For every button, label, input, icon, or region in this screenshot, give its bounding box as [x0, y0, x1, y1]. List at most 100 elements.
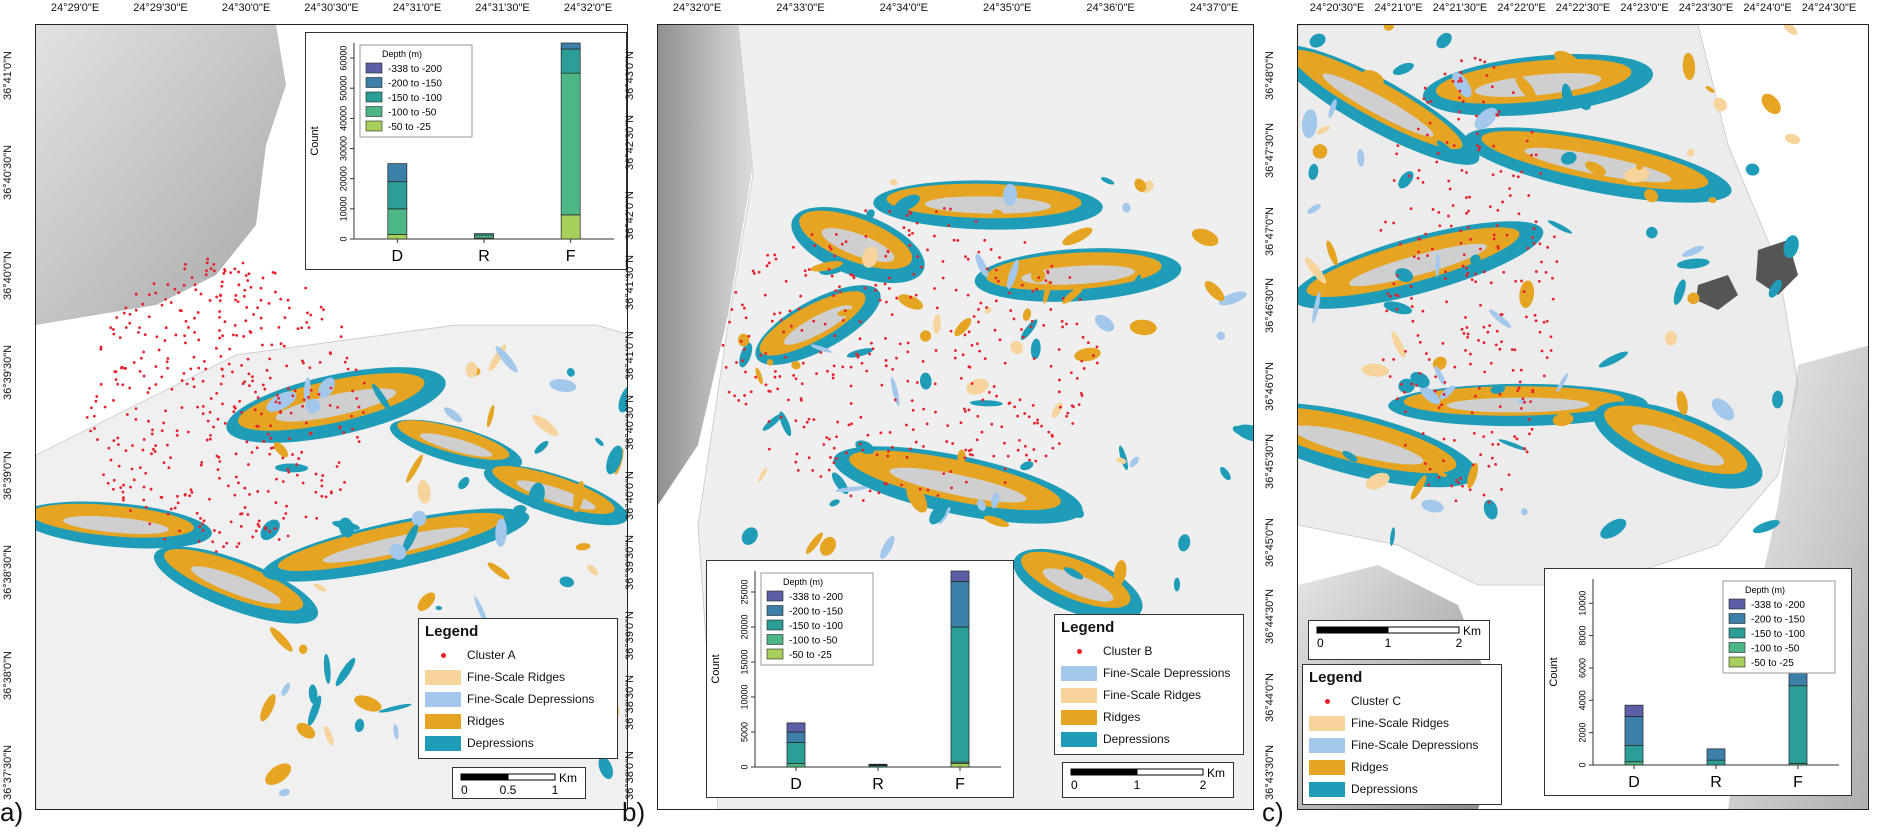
cluster-point — [954, 288, 958, 292]
cluster-point — [154, 365, 158, 368]
legend-item: Fine-Scale Ridges — [425, 666, 611, 688]
cluster-point — [261, 343, 264, 347]
cluster-point — [362, 381, 366, 385]
cluster-point — [829, 247, 833, 251]
cluster-point — [915, 221, 919, 225]
cluster-point — [93, 427, 96, 430]
cluster-point — [941, 276, 945, 280]
cluster-point — [300, 326, 303, 330]
cluster-point — [106, 481, 110, 485]
cluster-point — [841, 318, 845, 322]
x-tick-label: R — [1710, 774, 1722, 791]
cluster-point — [204, 273, 208, 277]
cluster-point — [190, 276, 194, 280]
cluster-point — [247, 463, 250, 466]
ridge-feature — [487, 562, 510, 580]
cluster-point — [282, 516, 286, 520]
ridge-feature — [791, 361, 801, 370]
cluster-point — [1461, 484, 1464, 488]
cluster-point — [350, 414, 353, 418]
cluster-point — [900, 483, 903, 487]
cluster-point — [220, 368, 224, 371]
cluster-point — [1065, 414, 1069, 418]
ridge-feature — [738, 333, 750, 347]
cluster-point — [305, 320, 309, 324]
cluster-point — [1392, 179, 1396, 182]
cluster-point — [858, 337, 862, 341]
depression-feature — [1498, 439, 1527, 451]
cluster-point — [117, 464, 121, 468]
map-legend-a: Legend Cluster A Fine-Scale Ridges Fine-Sc… — [418, 618, 618, 759]
cluster-point — [1080, 359, 1084, 363]
cluster-point — [109, 458, 113, 462]
cluster-point — [970, 382, 974, 385]
relief-core — [889, 467, 1027, 503]
cluster-point — [1521, 397, 1525, 401]
y-tick-label: 0 — [338, 236, 348, 241]
ridge-feature — [1113, 560, 1127, 586]
fine-ridge-feature — [313, 583, 327, 592]
cluster-point — [1546, 246, 1550, 249]
cluster-point — [1013, 405, 1017, 409]
depression-feature — [969, 400, 1003, 407]
cluster-point — [735, 361, 738, 364]
cluster-point — [246, 279, 250, 282]
cluster-point — [112, 332, 116, 336]
cluster-point — [1389, 294, 1392, 298]
cluster-point — [1515, 437, 1519, 441]
cluster-point — [1003, 467, 1007, 471]
scale-tick-label: 0.5 — [500, 783, 517, 797]
cluster-point — [788, 309, 792, 313]
cluster-point — [1020, 328, 1023, 331]
cluster-point — [1395, 308, 1399, 311]
cluster-point — [234, 452, 238, 456]
cluster-point — [894, 398, 897, 402]
cluster-point — [1513, 348, 1517, 352]
cluster-point — [1057, 348, 1061, 351]
cluster-point — [138, 466, 142, 470]
ridge-feature — [273, 442, 289, 458]
cluster-point — [244, 274, 248, 277]
cluster-point — [1407, 174, 1411, 178]
cluster-point — [810, 233, 814, 236]
cluster-point — [237, 542, 241, 545]
cluster-point — [320, 494, 324, 498]
cluster-point — [304, 286, 308, 290]
cluster-point — [1465, 274, 1469, 278]
ridge-feature — [1676, 390, 1688, 416]
cluster-point — [1385, 309, 1389, 313]
cluster-point — [1044, 279, 1048, 282]
cluster-point — [185, 382, 189, 386]
cluster-point — [1538, 330, 1542, 334]
x-tick-label: D — [790, 776, 802, 793]
cluster-point — [345, 356, 349, 360]
cluster-point — [216, 417, 220, 421]
histogram-legend-label: -150 to -100 — [1751, 629, 1805, 640]
depression-feature — [378, 703, 412, 713]
cluster-point — [1457, 481, 1460, 485]
cluster-point — [1525, 450, 1529, 454]
cluster-point — [112, 439, 116, 443]
cluster-point — [800, 329, 804, 332]
cluster-point — [220, 280, 224, 284]
fine-depression-feature — [1452, 72, 1472, 98]
cluster-point — [1488, 324, 1492, 328]
legend-title: Legend — [1309, 669, 1363, 686]
cluster-point — [812, 418, 816, 421]
depression-feature — [1030, 338, 1041, 360]
cluster-point — [1468, 195, 1471, 199]
cluster-point — [1057, 390, 1061, 394]
depression-feature — [894, 194, 920, 212]
depression-feature — [1220, 466, 1231, 481]
cluster-point — [1037, 276, 1041, 280]
cluster-point — [1478, 146, 1482, 149]
cluster-point — [190, 491, 194, 494]
cluster-point — [268, 357, 272, 361]
histogram-legend-label: -338 to -200 — [789, 592, 843, 603]
cluster-point — [277, 325, 281, 329]
cluster-point — [1512, 174, 1515, 178]
cluster-point — [1460, 59, 1463, 63]
ridge-feature — [1554, 50, 1579, 69]
histogram-legend-label: -338 to -200 — [1751, 600, 1805, 611]
histogram-legend-swatch — [365, 106, 383, 117]
